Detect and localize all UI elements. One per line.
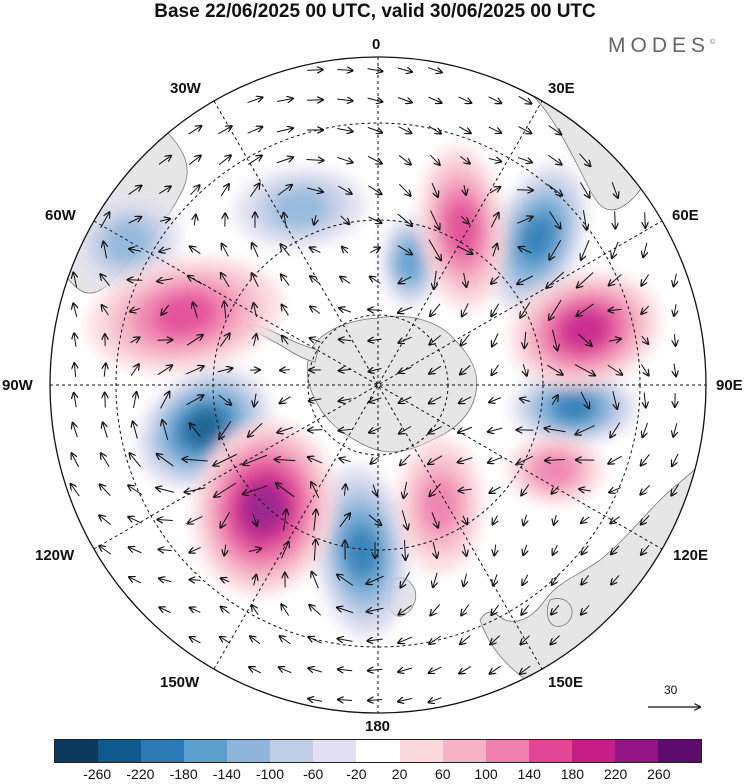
- colorbar-bin: [615, 740, 658, 762]
- lon-label-90w: 90W: [2, 377, 33, 394]
- colorbar-tick-label: -20: [346, 766, 366, 782]
- positive-anomaly-contour: [532, 452, 577, 488]
- colorbar-bin: [270, 740, 313, 762]
- wind-vector-arrow: [307, 100, 323, 101]
- colorbar-tick-label: 180: [561, 766, 584, 782]
- colorbar-bin: [141, 740, 184, 762]
- colorbar-tick-label: -180: [170, 766, 198, 782]
- lon-label-180: 180: [365, 718, 390, 735]
- lon-label-60e: 60E: [672, 207, 699, 224]
- colorbar-tick-label: -60: [303, 766, 323, 782]
- colorbar-bin: [529, 740, 572, 762]
- colorbar-tick-label: 140: [518, 766, 541, 782]
- lon-label-0: 0: [372, 36, 380, 53]
- colorbar-tick-label: -140: [213, 766, 241, 782]
- colorbar-tick-label: 20: [392, 766, 408, 782]
- reference-vector-label: 30: [664, 683, 677, 697]
- colorbar-bin: [184, 740, 227, 762]
- lon-label-30w: 30W: [170, 80, 201, 97]
- colorbar-tick-label: 220: [604, 766, 627, 782]
- lon-label-60w: 60W: [45, 207, 76, 224]
- wind-vector-arrow: [517, 190, 533, 191]
- colorbar: [54, 739, 702, 763]
- colorbar-tick-label: 260: [647, 766, 670, 782]
- wind-vector-arrow: [280, 370, 290, 371]
- wind-vector-arrow: [128, 280, 143, 281]
- colorbar-tick-label: 100: [474, 766, 497, 782]
- lon-label-150w: 150W: [160, 674, 199, 691]
- colorbar-bin: [572, 740, 615, 762]
- lon-label-30e: 30E: [548, 80, 575, 97]
- colorbar-bin: [400, 740, 443, 762]
- negative-anomaly-contour: [396, 243, 425, 281]
- colorbar-bin: [356, 740, 399, 762]
- colorbar-ticks: -260 -220 -180 -140 -100 -60 -20 20 60 100 140 180 2…: [0, 766, 750, 784]
- colorbar-tick-label: -220: [126, 766, 154, 782]
- colorbar-bin: [443, 740, 486, 762]
- colorbar-bin: [486, 740, 529, 762]
- colorbar-bin: [55, 740, 98, 762]
- lon-label-120e: 120E: [673, 547, 708, 564]
- wind-vector-arrow: [308, 430, 322, 431]
- colorbar-bin: [98, 740, 141, 762]
- colorbar-tick-label: 60: [435, 766, 451, 782]
- wind-vector-arrow: [158, 340, 173, 341]
- lon-label-90e: 90E: [716, 377, 743, 394]
- colorbar-tick-label: -100: [256, 766, 284, 782]
- lon-label-120w: 120W: [35, 547, 74, 564]
- wind-vector-arrow: [645, 212, 646, 228]
- lon-label-150e: 150E: [548, 674, 583, 691]
- colorbar-tick-label: -260: [83, 766, 111, 782]
- colorbar-bin: [658, 740, 701, 762]
- colorbar-bin: [313, 740, 356, 762]
- tasmania-landmass: [547, 598, 572, 626]
- colorbar-bin: [227, 740, 270, 762]
- wind-vector-arrow: [105, 393, 106, 408]
